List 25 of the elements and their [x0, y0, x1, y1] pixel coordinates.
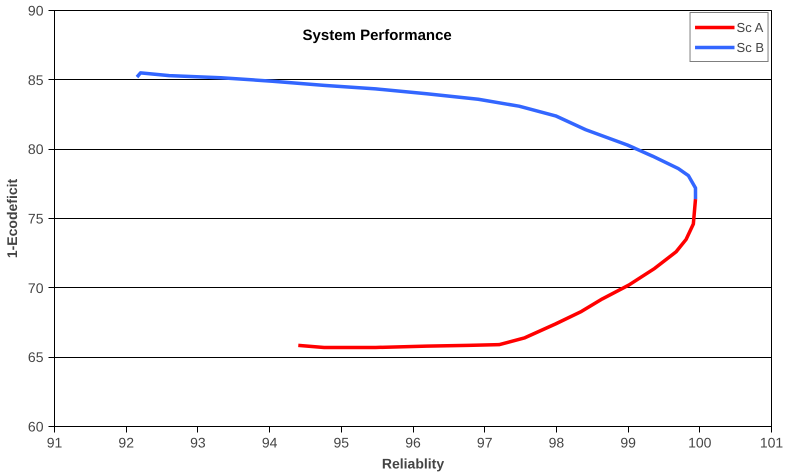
x-tick-label: 94	[262, 434, 278, 450]
x-tick-label: 96	[405, 434, 421, 450]
x-tick-label: 100	[688, 434, 712, 450]
y-tick-label: 75	[28, 210, 44, 226]
x-tick-label: 98	[548, 434, 564, 450]
x-tick-label: 99	[620, 434, 636, 450]
x-tick-label: 95	[334, 434, 350, 450]
line-series	[296, 197, 698, 350]
y-axis-title: 1-Ecodeficit	[4, 178, 20, 258]
text: System Performance	[302, 26, 452, 44]
y-tick-label: 85	[28, 72, 44, 88]
y-tick-label: 90	[28, 2, 44, 18]
legend-label: Sc B	[736, 40, 764, 54]
legend-label: Sc A	[736, 20, 764, 34]
line-series	[135, 71, 698, 201]
x-tick-label: 97	[476, 434, 493, 450]
x-axis-title: Reliablity	[382, 456, 444, 472]
y-tick-label: 65	[28, 349, 44, 366]
x-tick-label: 91	[46, 434, 62, 450]
y-tick-label: 70	[28, 280, 44, 296]
x-tick-label: 93	[190, 434, 206, 450]
y-tick-label: 80	[28, 141, 44, 158]
x-tick-label: 92	[118, 434, 134, 450]
x-tick-label: 101	[760, 434, 784, 450]
y-tick-label: 60	[28, 418, 44, 434]
